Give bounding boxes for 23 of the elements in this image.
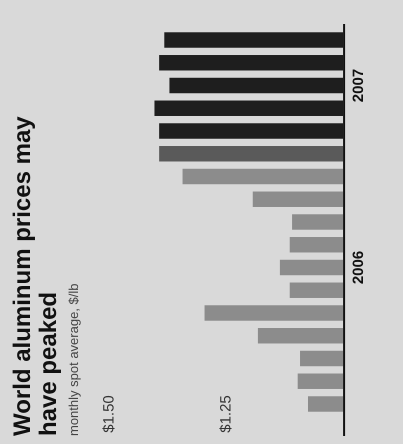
bar xyxy=(280,260,344,276)
bar xyxy=(159,123,344,139)
bar xyxy=(169,78,344,94)
bar xyxy=(164,32,344,48)
text: World aluminum prices may have peaked xyxy=(9,116,62,436)
bar xyxy=(292,214,344,230)
bar xyxy=(298,374,344,389)
text: monthly spot average, $/lb xyxy=(66,284,81,436)
bar xyxy=(159,146,344,162)
bar xyxy=(308,396,344,412)
y-tick-label: 2006 xyxy=(350,250,368,284)
bar xyxy=(290,237,344,252)
bar xyxy=(154,100,344,116)
bar xyxy=(258,328,344,344)
bar xyxy=(159,55,344,70)
x-tick-label: $1.50 xyxy=(100,395,118,433)
y-tick-label: 2007 xyxy=(350,68,368,102)
bar xyxy=(252,192,344,207)
bar xyxy=(290,282,344,298)
bar xyxy=(204,305,344,321)
x-tick-label: $1.25 xyxy=(218,395,235,433)
bar xyxy=(182,168,344,184)
bar xyxy=(300,350,344,366)
